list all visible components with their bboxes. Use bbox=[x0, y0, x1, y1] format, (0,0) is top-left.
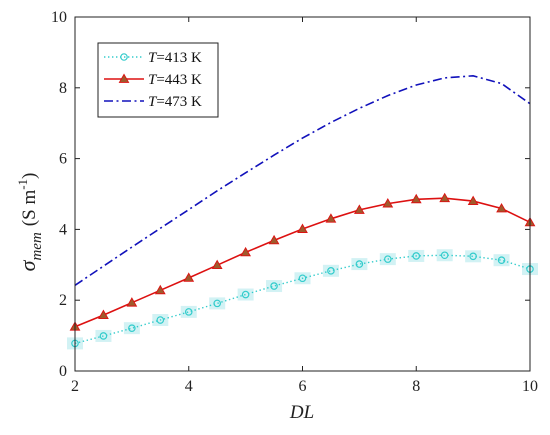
point-highlight bbox=[266, 280, 283, 293]
data-point bbox=[297, 223, 308, 233]
series-3 bbox=[74, 74, 531, 286]
series-1 bbox=[67, 249, 538, 350]
data-point bbox=[241, 290, 250, 299]
data-point bbox=[154, 284, 166, 295]
y-axis-unit-exponent: -1 bbox=[15, 179, 30, 190]
data-point bbox=[325, 213, 337, 223]
y-axis-label: σmem (S m-1) bbox=[15, 173, 45, 272]
data-point bbox=[128, 324, 136, 332]
legend-entry-2: T=443 K bbox=[104, 72, 202, 88]
data-point bbox=[384, 255, 392, 263]
point-highlight bbox=[322, 264, 339, 277]
legend-label-variable: T bbox=[148, 94, 158, 110]
point-highlight bbox=[123, 322, 140, 335]
data-point bbox=[99, 332, 108, 340]
point-highlight bbox=[180, 305, 197, 318]
data-point bbox=[298, 274, 307, 283]
data-point bbox=[126, 297, 138, 307]
legend-label-variable: T bbox=[148, 72, 158, 88]
data-point bbox=[410, 193, 422, 204]
data-point bbox=[184, 308, 193, 316]
legend-label: T=413 K bbox=[148, 50, 202, 66]
legend-marker bbox=[120, 53, 128, 61]
y-tick-label: 6 bbox=[59, 151, 67, 168]
data-point bbox=[412, 252, 421, 260]
point-highlight bbox=[237, 288, 254, 301]
data-point bbox=[98, 309, 109, 319]
data-point bbox=[213, 299, 221, 308]
x-axis-label: DL bbox=[289, 402, 314, 423]
data-point bbox=[469, 252, 477, 261]
y-axis-unit: (S m bbox=[19, 190, 40, 227]
point-highlight bbox=[209, 297, 226, 310]
legend-label: T=443 K bbox=[148, 72, 202, 88]
legend-label-value: =443 K bbox=[156, 72, 202, 88]
data-point bbox=[183, 272, 195, 282]
data-point bbox=[327, 267, 335, 275]
data-point bbox=[156, 316, 165, 324]
data-point bbox=[270, 282, 278, 290]
data-point bbox=[382, 198, 394, 208]
series-line bbox=[74, 74, 531, 286]
data-point bbox=[439, 192, 451, 203]
y-tick-label: 0 bbox=[59, 363, 67, 380]
data-point bbox=[497, 256, 506, 264]
legend: T=413 KT=443 KT=473 K bbox=[97, 42, 219, 118]
y-axis-symbol: σ bbox=[15, 259, 40, 271]
series-layer bbox=[67, 74, 538, 350]
point-highlight bbox=[493, 254, 510, 267]
legend-box bbox=[97, 42, 219, 118]
x-tick-label: 8 bbox=[412, 378, 420, 395]
data-point bbox=[240, 246, 252, 257]
legend-label-value: =473 K bbox=[156, 94, 202, 110]
x-tick-label: 4 bbox=[185, 378, 193, 395]
data-point bbox=[353, 204, 365, 214]
y-axis-unit-close: ) bbox=[19, 173, 40, 179]
point-highlight bbox=[351, 258, 368, 271]
point-highlight bbox=[465, 250, 482, 263]
x-tick-label: 10 bbox=[522, 378, 538, 395]
y-tick-label: 10 bbox=[51, 9, 67, 26]
y-tick-label: 8 bbox=[59, 80, 67, 97]
series-line bbox=[74, 254, 531, 345]
data-point bbox=[211, 259, 223, 270]
x-tick-label: 2 bbox=[71, 378, 79, 395]
y-axis-subscript: mem bbox=[29, 232, 45, 260]
series-2 bbox=[69, 192, 536, 331]
legend-label-value: =413 K bbox=[156, 50, 202, 66]
legend-entry-3: T=473 K bbox=[104, 94, 202, 110]
legend-label: T=473 K bbox=[148, 94, 202, 110]
data-point bbox=[440, 251, 449, 260]
legend-entry-1: T=413 K bbox=[104, 50, 202, 66]
legend-marker bbox=[118, 73, 130, 83]
x-tick-label: 6 bbox=[299, 378, 307, 395]
data-point bbox=[496, 203, 507, 213]
legend-label-variable: T bbox=[148, 50, 158, 66]
data-point bbox=[467, 195, 479, 205]
data-point bbox=[355, 260, 364, 268]
y-tick-label: 2 bbox=[59, 292, 67, 309]
y-tick-label: 4 bbox=[59, 221, 67, 238]
data-point bbox=[268, 234, 280, 245]
